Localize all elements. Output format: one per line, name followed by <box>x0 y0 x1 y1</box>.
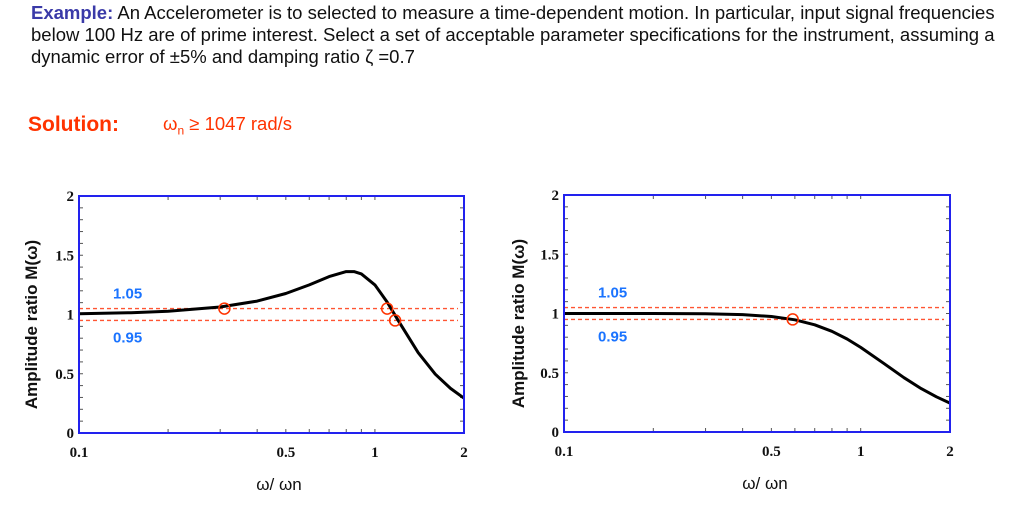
x-tick-label: 1 <box>371 445 379 461</box>
y-axis-label: Amplitude ratio M(ω) <box>509 239 528 408</box>
tolerance-label: 1.05 <box>113 286 142 303</box>
x-tick-label: 0.5 <box>762 444 781 460</box>
y-tick-label: 1.5 <box>55 248 74 264</box>
omega-symbol: ω <box>163 113 178 134</box>
solution-text: ≥ 1047 rad/s <box>189 113 292 134</box>
x-tick-label: 1 <box>857 444 865 460</box>
solution-value: ωn ≥ 1047 rad/s <box>163 113 292 138</box>
y-tick-label: 2 <box>552 188 560 204</box>
plot-frame <box>563 194 951 433</box>
y-tick-label: 0.5 <box>540 366 559 382</box>
chart-1: 1.05 0.95 0 0.5 1 1.5 2 0.1 0.5 1 2 Amplitude ratio… <box>22 189 468 461</box>
amplitude-curve <box>564 312 951 405</box>
y-tick-label: 1 <box>552 307 560 323</box>
crossing-marker <box>218 302 231 315</box>
y-tick-label: 0.5 <box>55 367 74 383</box>
amplitude-curve <box>78 270 465 400</box>
example-text: An Accelerometer is to selected to measu… <box>31 2 995 67</box>
y-tick-label: 0 <box>552 425 560 441</box>
solution-label: Solution: <box>28 113 119 136</box>
y-tick-label: 0 <box>67 426 75 442</box>
omega-subscript: n <box>177 123 185 138</box>
x-tick-label: 0.1 <box>555 444 574 460</box>
x-axis-label-2: ω/ ωn <box>742 474 787 493</box>
chart-2: 1.05 0.95 0 0.5 1 1.5 2 0.1 0.5 1 2 Amplitude ratio… <box>509 188 954 460</box>
x-tick-label: 2 <box>460 445 468 461</box>
x-axis-label-1: ω/ ωn <box>256 475 301 494</box>
y-tick-label: 1 <box>67 308 75 324</box>
example-label: Example: <box>31 2 114 23</box>
crossing-marker <box>380 302 394 315</box>
x-tick-label: 0.5 <box>276 445 295 461</box>
y-tick-label: 1.5 <box>540 247 559 263</box>
x-tick-label: 0.1 <box>70 445 89 461</box>
y-axis-label: Amplitude ratio M(ω) <box>22 240 41 409</box>
x-tick-label: 2 <box>946 444 954 460</box>
plot-frame <box>78 195 465 434</box>
crossing-marker <box>786 313 799 326</box>
y-tick-label: 2 <box>67 189 75 205</box>
tolerance-label: 0.95 <box>113 329 142 346</box>
tolerance-label: 1.05 <box>598 285 627 302</box>
tolerance-label: 0.95 <box>598 328 627 345</box>
crossing-marker <box>388 314 402 327</box>
example-question: Example: An Accelerometer is to selected… <box>31 2 1011 68</box>
